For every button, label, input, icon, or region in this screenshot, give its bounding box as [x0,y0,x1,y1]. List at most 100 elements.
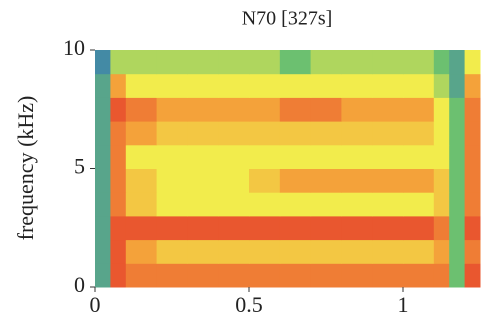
heatmap-cell [156,144,188,169]
heatmap-cell [449,121,466,146]
heatmap-cell [218,121,250,146]
heatmap-cell [464,168,481,193]
heatmap-cell [464,97,481,122]
chart-title: N70 [327s] [242,8,333,30]
heatmap-cell [95,144,111,169]
heatmap-cell [464,263,481,288]
heatmap-cell [449,97,466,122]
heatmap-cell [95,168,111,193]
heatmap-cell [464,121,481,146]
heatmap-cell [279,50,312,75]
heatmap-cell [310,97,342,122]
heatmap-cell [372,144,404,169]
heatmap-cell [187,239,219,264]
heatmap-cell [403,50,435,75]
heatmap-cell [372,50,404,75]
heatmap-cell [310,239,342,264]
heatmap-cell [95,263,111,288]
heatmap-cell [187,73,219,98]
heatmap-cell [95,73,111,98]
heatmap-cell [110,97,127,122]
heatmap-cell [187,263,219,288]
heatmap-cell [433,73,450,98]
heatmap-cell [218,73,250,98]
heatmap-cell [310,263,342,288]
heatmap-cell [464,215,481,241]
heatmap-cell [279,121,312,146]
heatmap-cell [279,168,312,193]
heatmap-cell [125,121,158,146]
heatmap-cell [187,168,219,193]
heatmap-cell [449,239,466,264]
heatmap-cell [218,168,250,193]
heatmap-cell [372,97,404,122]
heatmap-cell [125,239,158,264]
heatmap-cell [403,215,435,241]
heatmap-cell [249,144,281,169]
y-axis-label: frequency (kHz) [13,96,38,241]
heatmap-cell [433,97,450,122]
heatmap-cell [310,192,342,217]
heatmap-cell [218,50,250,75]
heatmap-cell [433,239,450,264]
heatmap-cell [110,239,127,264]
y-tick-label: 0 [74,272,85,297]
heatmap-cell [310,121,342,146]
heatmap-cell [249,50,281,75]
heatmap-cell [218,263,250,288]
heatmap-cell [125,50,158,75]
x-tick-label: 0.5 [235,292,263,317]
heatmap-cell [156,50,188,75]
heatmap-cell [95,239,111,264]
heatmap-cell [403,121,435,146]
heatmap-cell [403,144,435,169]
heatmap-cell [372,168,404,193]
heatmap-cell [187,215,219,241]
heatmap-cell [95,97,111,122]
heatmap-cell [433,121,450,146]
heatmap-cell [449,168,466,193]
heatmap-cell [341,144,373,169]
heatmap-cell [249,263,281,288]
heatmap-cell [433,168,450,193]
heatmap-cell [218,215,250,241]
heatmap-cell [433,144,450,169]
heatmap-cell [449,144,466,169]
heatmap-cell [341,215,373,241]
heatmap-cell [279,215,312,241]
heatmap-cell [249,215,281,241]
heatmap-cell [156,97,188,122]
heatmap-cell [403,73,435,98]
heatmap-cell [464,192,481,217]
heatmap-cell [449,50,466,75]
heatmap-cell [187,192,219,217]
heatmap-cell [341,263,373,288]
heatmap-cell [372,192,404,217]
heatmap-cell [279,144,312,169]
heatmap-cell [403,239,435,264]
heatmap-cell [464,144,481,169]
heatmap-cell [110,168,127,193]
heatmap-cell [249,168,281,193]
heatmap-cell [187,121,219,146]
heatmap-cell [156,168,188,193]
heatmap-cell [110,121,127,146]
heatmap-cell [433,215,450,241]
heatmap-cell [372,73,404,98]
heatmap-cell [249,192,281,217]
heatmap-cell [187,97,219,122]
heatmap-cell [341,121,373,146]
heatmap-cell [279,192,312,217]
heatmap-cell [372,239,404,264]
heatmap-cell [341,97,373,122]
heatmap-cell [341,73,373,98]
y-tick-label: 5 [74,154,85,179]
heatmap-cell [156,121,188,146]
heatmap-cell [110,263,127,288]
heatmap-cell [403,97,435,122]
heatmap-cell [125,97,158,122]
heatmap-cell [156,239,188,264]
heatmap-cell [249,239,281,264]
x-tick-label: 0 [90,292,101,317]
heatmap-cell [464,239,481,264]
